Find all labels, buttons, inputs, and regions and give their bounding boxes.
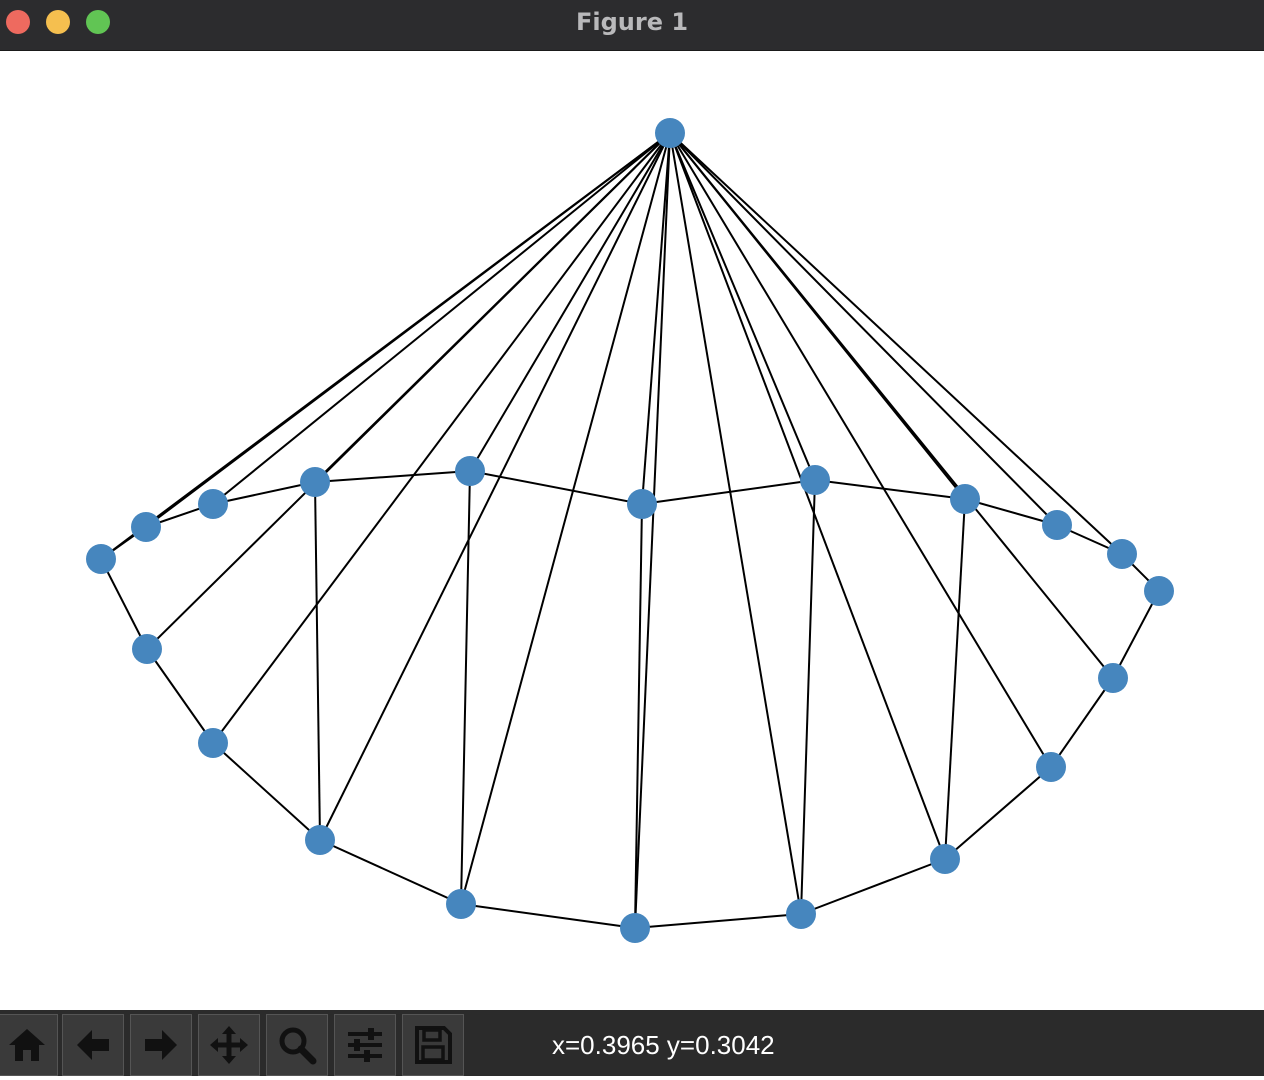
magnifier-icon [279, 1027, 317, 1065]
graph-node [1144, 576, 1174, 606]
home-icon [9, 1029, 45, 1061]
graph-edge [964, 498, 1058, 526]
arrow-left-icon [77, 1030, 109, 1060]
graph-edge [319, 839, 462, 905]
navigation-toolbar: x=0.3965 y=0.3042 [0, 1010, 1264, 1076]
graph-edge [1112, 590, 1160, 679]
graph-edge [146, 648, 214, 744]
graph-node [455, 456, 485, 486]
minimize-window-button[interactable] [46, 10, 70, 34]
graph-edge [469, 470, 643, 505]
graph-node [800, 465, 830, 495]
close-window-button[interactable] [6, 10, 30, 34]
graph-node [131, 512, 161, 542]
move-arrows-icon [210, 1026, 248, 1064]
cursor-coordinates: x=0.3965 y=0.3042 [552, 1030, 775, 1060]
graph-node [446, 889, 476, 919]
graph-edge [669, 132, 946, 860]
graph-node [930, 844, 960, 874]
pan-button[interactable] [198, 1014, 260, 1076]
graph-edge [634, 132, 671, 929]
graph-node [300, 467, 330, 497]
graph-node [1098, 663, 1128, 693]
graph-node [620, 913, 650, 943]
graph-edge [212, 481, 316, 505]
graph-node [305, 825, 335, 855]
graph-edge [1050, 677, 1114, 768]
graph-edge [314, 470, 471, 483]
forward-button[interactable] [130, 1014, 192, 1076]
maximize-window-button[interactable] [86, 10, 110, 34]
graph-edge [944, 498, 966, 860]
graph-node [198, 489, 228, 519]
graph-node [627, 489, 657, 519]
graph-edge [800, 858, 946, 915]
window-title: Figure 1 [575, 8, 689, 36]
graph-edge [800, 479, 816, 915]
graph-edge [319, 132, 671, 841]
graph-node [198, 728, 228, 758]
graph-edge [212, 742, 321, 841]
graph-edge [634, 503, 643, 929]
graph-edge [669, 132, 802, 915]
graph-node [1107, 539, 1137, 569]
graph-node [1042, 510, 1072, 540]
graph-edge [100, 132, 671, 560]
graph-edge [944, 766, 1052, 860]
graph-edge [460, 132, 671, 905]
graph-edge [634, 913, 802, 929]
graph-edge [212, 132, 671, 744]
graph-edge [814, 479, 966, 500]
graph-edge [641, 479, 816, 505]
graph-edge [669, 132, 1058, 526]
configure-subplots-button[interactable] [334, 1014, 396, 1076]
network-graph [86, 118, 1174, 943]
graph-edge [669, 132, 816, 481]
graph-node-hub [655, 118, 685, 148]
graph-edge [669, 132, 1114, 679]
home-button[interactable] [0, 1014, 58, 1076]
floppy-disk-icon [415, 1026, 452, 1064]
graph-node [950, 484, 980, 514]
back-button[interactable] [62, 1014, 124, 1076]
window-titlebar: Figure 1 [0, 0, 1264, 51]
sliders-icon [348, 1028, 382, 1062]
graph-edge [641, 132, 671, 505]
graph-edge [669, 132, 1123, 555]
graph-edge [146, 132, 671, 650]
graph-edges [100, 132, 1160, 929]
graph-edge [469, 132, 671, 472]
save-button[interactable] [402, 1014, 464, 1076]
graph-edge [669, 132, 1052, 768]
graph-edge [460, 903, 636, 929]
graph-node [786, 899, 816, 929]
graph-edge [460, 470, 471, 905]
arrow-right-icon [145, 1030, 177, 1060]
graph-edge [100, 558, 148, 650]
graph-node [86, 544, 116, 574]
figure-canvas[interactable] [0, 51, 1264, 1010]
graph-node [1036, 752, 1066, 782]
graph-node [132, 634, 162, 664]
graph-edge [314, 481, 321, 841]
graph-edge [212, 132, 671, 505]
graph-nodes [86, 118, 1174, 943]
zoom-button[interactable] [266, 1014, 328, 1076]
